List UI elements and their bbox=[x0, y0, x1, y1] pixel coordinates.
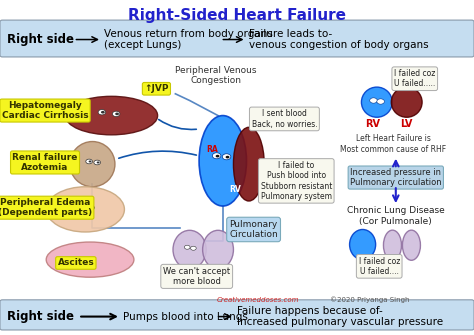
Ellipse shape bbox=[173, 230, 206, 269]
Circle shape bbox=[191, 246, 196, 250]
Text: Hepatomegaly
Cardiac Cirrhosis: Hepatomegaly Cardiac Cirrhosis bbox=[2, 101, 88, 120]
Text: Peripheral Venous
Congestion: Peripheral Venous Congestion bbox=[175, 66, 256, 85]
Circle shape bbox=[86, 259, 94, 265]
Text: Ascites: Ascites bbox=[57, 259, 94, 267]
Text: ©2020 Priyanga Singh: ©2020 Priyanga Singh bbox=[330, 296, 410, 303]
Text: We can't accept
more blood: We can't accept more blood bbox=[163, 267, 230, 286]
Circle shape bbox=[91, 207, 93, 209]
FancyBboxPatch shape bbox=[0, 20, 474, 57]
Text: Failure happens because of-
Increased pulmonary vascular pressure: Failure happens because of- Increased pu… bbox=[237, 306, 443, 327]
Text: RV: RV bbox=[365, 119, 381, 129]
Ellipse shape bbox=[199, 116, 246, 206]
Circle shape bbox=[97, 161, 100, 163]
Text: Right side: Right side bbox=[7, 33, 74, 46]
Circle shape bbox=[115, 113, 119, 115]
Circle shape bbox=[112, 111, 120, 117]
Ellipse shape bbox=[203, 230, 234, 269]
Text: Pumps blood into Lungs: Pumps blood into Lungs bbox=[123, 312, 248, 322]
Circle shape bbox=[101, 111, 105, 114]
Text: I sent blood
Back, no worries.: I sent blood Back, no worries. bbox=[252, 109, 317, 129]
Circle shape bbox=[94, 160, 100, 165]
Ellipse shape bbox=[65, 96, 157, 135]
Circle shape bbox=[226, 156, 229, 158]
Circle shape bbox=[76, 205, 83, 209]
Text: RA: RA bbox=[206, 145, 218, 154]
Text: Creativemeddoses.com: Creativemeddoses.com bbox=[217, 297, 300, 303]
Circle shape bbox=[222, 154, 231, 160]
Circle shape bbox=[184, 245, 190, 249]
Text: Renal failure
Azotemia: Renal failure Azotemia bbox=[12, 153, 78, 172]
Circle shape bbox=[377, 99, 384, 104]
Text: Pulmonary
Circulation: Pulmonary Circulation bbox=[229, 220, 278, 239]
Circle shape bbox=[216, 155, 219, 157]
Circle shape bbox=[88, 205, 94, 210]
Ellipse shape bbox=[392, 87, 422, 117]
Circle shape bbox=[79, 206, 82, 208]
Text: Failure leads to-
venous congestion of body organs: Failure leads to- venous congestion of b… bbox=[249, 29, 428, 50]
Text: Increased pressure in
Pulmonary circulation: Increased pressure in Pulmonary circulat… bbox=[350, 168, 442, 187]
Circle shape bbox=[212, 153, 221, 159]
Text: I failed coz
U failed....: I failed coz U failed.... bbox=[358, 257, 400, 276]
Ellipse shape bbox=[349, 229, 375, 260]
Ellipse shape bbox=[46, 187, 124, 232]
Circle shape bbox=[98, 110, 106, 115]
Circle shape bbox=[89, 160, 91, 162]
Text: LV: LV bbox=[401, 119, 413, 129]
Text: ↑JVP: ↑JVP bbox=[144, 84, 169, 93]
Text: Venous return from body organs
(except Lungs): Venous return from body organs (except L… bbox=[104, 29, 273, 50]
Ellipse shape bbox=[362, 87, 392, 117]
Text: Peripheral Edema
(Dependent parts): Peripheral Edema (Dependent parts) bbox=[0, 198, 92, 217]
Ellipse shape bbox=[402, 230, 420, 260]
Text: Right side: Right side bbox=[7, 310, 74, 323]
Text: RV: RV bbox=[229, 185, 240, 194]
Ellipse shape bbox=[383, 230, 401, 260]
Text: I failed coz
U failed.....: I failed coz U failed..... bbox=[394, 69, 436, 88]
Text: Chronic Lung Disease
(Cor Pulmonale): Chronic Lung Disease (Cor Pulmonale) bbox=[347, 206, 445, 226]
Ellipse shape bbox=[233, 127, 264, 201]
Ellipse shape bbox=[70, 141, 115, 187]
Text: Right-Sided Heart Failure: Right-Sided Heart Failure bbox=[128, 8, 346, 23]
Text: Left Heart Failure is
Most common cause of RHF: Left Heart Failure is Most common cause … bbox=[340, 134, 447, 154]
Ellipse shape bbox=[46, 242, 134, 277]
Text: I failed to
Push blood into
Stubborn resistant
Pulmonary system: I failed to Push blood into Stubborn res… bbox=[261, 161, 332, 201]
Circle shape bbox=[86, 159, 92, 164]
FancyBboxPatch shape bbox=[0, 300, 474, 330]
Circle shape bbox=[370, 98, 377, 103]
